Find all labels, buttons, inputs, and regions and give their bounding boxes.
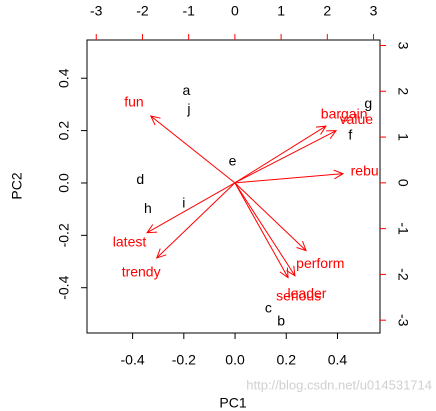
y-tick-label: 0.4 bbox=[56, 68, 72, 88]
y-tick-label: -0.4 bbox=[56, 275, 72, 299]
y2-tick-label: 0 bbox=[395, 179, 411, 187]
loading-arrow bbox=[234, 125, 327, 184]
loading-label: rebu bbox=[351, 163, 379, 179]
x2-tick-label: 2 bbox=[323, 3, 331, 19]
loading-arrow bbox=[234, 169, 345, 184]
x-tick-label: -0.4 bbox=[121, 352, 145, 368]
score-point: d bbox=[136, 171, 144, 187]
score-point: i bbox=[182, 195, 185, 211]
x-tick-label: 0.2 bbox=[277, 352, 297, 368]
score-point: c bbox=[265, 299, 272, 315]
x2-tick-label: 0 bbox=[231, 3, 239, 19]
x-tick-label: 0.4 bbox=[328, 352, 348, 368]
loading-arrow bbox=[234, 182, 289, 279]
loading-label: bargain bbox=[321, 105, 368, 121]
y2-tick-label: -3 bbox=[395, 314, 411, 327]
score-point: f bbox=[348, 127, 352, 143]
loading-arrow bbox=[149, 115, 236, 184]
y2-tick-label: 3 bbox=[395, 42, 411, 50]
score-point: j bbox=[186, 100, 190, 116]
score-point: h bbox=[144, 200, 152, 216]
score-point: e bbox=[229, 153, 237, 169]
x2-tick-label: 1 bbox=[277, 3, 285, 19]
loading-arrow bbox=[234, 182, 307, 252]
loading-label: trendy bbox=[122, 264, 161, 280]
plot-frame bbox=[86, 39, 381, 334]
score-point: g bbox=[364, 95, 372, 111]
loading-label: perform bbox=[296, 255, 344, 271]
y-tick-label: -0.2 bbox=[56, 223, 72, 247]
loading-label: fun bbox=[124, 93, 143, 109]
x2-tick-label: -2 bbox=[136, 3, 149, 19]
loading-label: latest bbox=[113, 233, 147, 249]
y2-tick-label: -2 bbox=[395, 268, 411, 281]
loading-label: leader bbox=[288, 285, 327, 301]
y2-tick-label: -1 bbox=[395, 222, 411, 235]
y-tick-label: 0.0 bbox=[56, 173, 72, 193]
loading-arrow bbox=[234, 130, 338, 184]
score-point: b bbox=[277, 312, 285, 328]
loading-label: value bbox=[340, 111, 374, 127]
watermark: http://blog.csdn.net/u014531714 bbox=[246, 377, 432, 392]
loading-label: serious bbox=[276, 287, 321, 303]
y2-tick-label: 2 bbox=[395, 87, 411, 95]
loading-arrow bbox=[234, 182, 296, 277]
x2-tick-label: -3 bbox=[90, 3, 103, 19]
x2-tick-label: 3 bbox=[370, 3, 378, 19]
loading-arrow bbox=[155, 182, 236, 259]
x-tick-label: 0.0 bbox=[225, 352, 245, 368]
y-axis-label: PC2 bbox=[9, 172, 25, 199]
loading-arrow bbox=[146, 182, 236, 234]
y2-tick-label: 1 bbox=[395, 133, 411, 141]
y-tick-label: 0.2 bbox=[56, 121, 72, 141]
x-tick-label: -0.2 bbox=[172, 352, 196, 368]
x2-tick-label: -1 bbox=[182, 3, 195, 19]
x-axis-label: PC1 bbox=[219, 395, 246, 411]
score-point: a bbox=[182, 82, 190, 98]
